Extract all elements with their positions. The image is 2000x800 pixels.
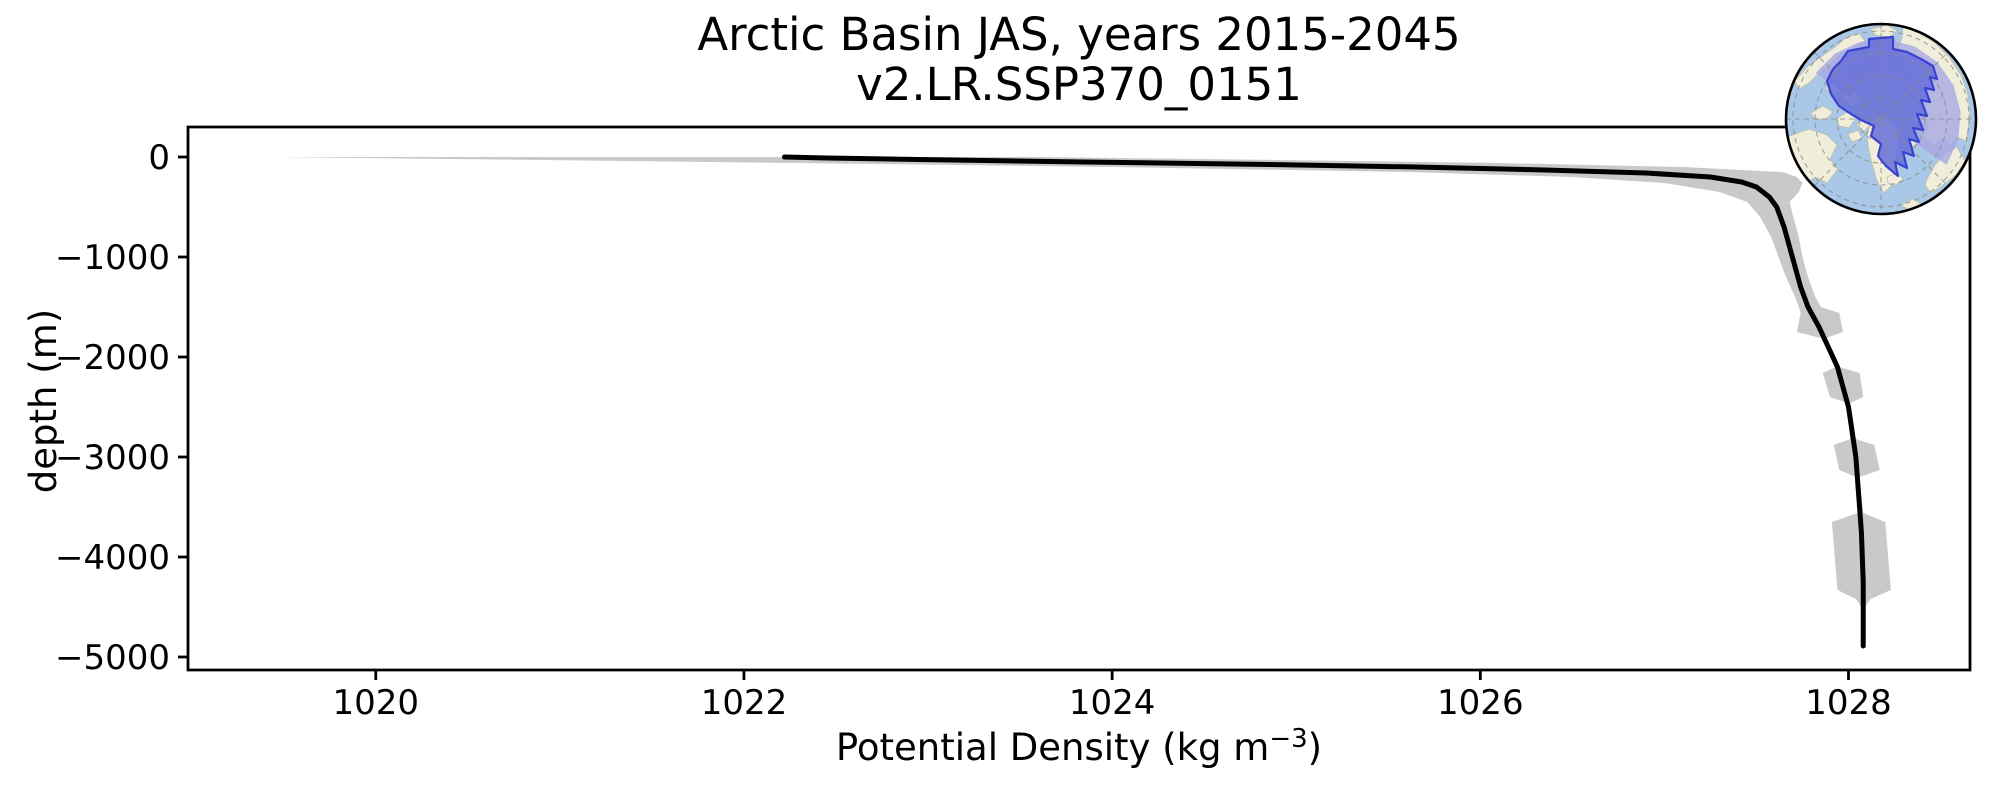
x-tick-label: 1026 xyxy=(1437,683,1524,723)
chart-title: Arctic Basin JAS, years 2015-2045 xyxy=(697,8,1461,61)
spread-band xyxy=(274,157,1891,646)
y-tick-label: −3000 xyxy=(55,438,170,478)
x-tick-label: 1020 xyxy=(333,683,420,723)
y-axis-label: depth (m) xyxy=(22,308,65,494)
spread-band-polygon xyxy=(274,157,1891,646)
x-tick-label: 1028 xyxy=(1805,683,1892,723)
x-axis-tick-labels: 1020 1022 1024 1026 1028 xyxy=(333,683,1892,723)
arctic-region-inset-map xyxy=(1784,22,1978,216)
map-region-outline xyxy=(1825,35,1939,178)
y-tick-label: −1000 xyxy=(55,238,170,278)
plot-box-spines xyxy=(186,125,1972,672)
chart-subtitle: v2.LR.SSP370_0151 xyxy=(856,58,1302,111)
x-axis-label-superscript: −3 xyxy=(1269,724,1308,754)
mean-profile-line xyxy=(781,154,1866,649)
axes-spines xyxy=(186,125,1972,672)
y-tick-label: −5000 xyxy=(55,638,170,678)
profile-polyline xyxy=(781,154,1866,649)
x-tick-label: 1024 xyxy=(1069,683,1156,723)
map-circle-border xyxy=(1784,22,1978,216)
y-axis-ticks xyxy=(178,155,188,659)
x-tick-label: 1022 xyxy=(701,683,788,723)
x-axis-label: Potential Density (kg m−3) xyxy=(835,724,1323,769)
y-axis-tick-labels: 0 −1000 −2000 −3000 −4000 −5000 xyxy=(55,138,170,678)
y-tick-label: −4000 xyxy=(55,538,170,578)
y-tick-label: −2000 xyxy=(55,338,170,378)
map-graticule xyxy=(1786,24,1976,214)
y-tick-label: 0 xyxy=(148,138,170,178)
inset-map-content xyxy=(1786,24,1976,214)
x-axis-ticks xyxy=(374,670,1850,680)
chart-title-block: Arctic Basin JAS, years 2015-2045 v2.LR.… xyxy=(188,10,1970,110)
